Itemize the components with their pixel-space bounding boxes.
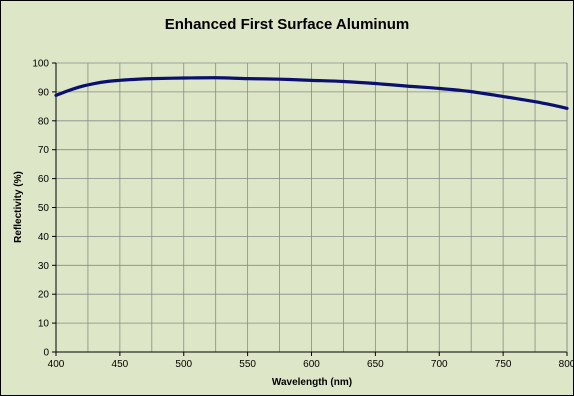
y-tick-label: 80 (38, 116, 50, 127)
grid-lines (55, 62, 568, 353)
series-layer (54, 76, 569, 110)
reflectivity-series-line (54, 76, 569, 110)
y-tick-label: 20 (38, 290, 50, 301)
x-axis-ticks: 400 450 500 550 600 650 700 750 800 (48, 352, 573, 370)
y-tick-label: 90 (38, 87, 50, 98)
x-tick-label: 800 (559, 359, 573, 370)
y-tick-label: 100 (32, 59, 49, 70)
y-tick-label: 60 (38, 174, 50, 185)
x-tick-label: 600 (303, 359, 320, 370)
y-axis-title: Reflectivity (%) (13, 171, 24, 243)
x-tick-label: 750 (495, 359, 512, 370)
y-tick-label: 30 (38, 261, 50, 272)
x-tick-label: 450 (112, 359, 129, 370)
x-tick-label: 650 (367, 359, 384, 370)
y-tick-label: 0 (43, 348, 49, 359)
y-tick-label: 40 (38, 232, 50, 243)
y-tick-label: 50 (38, 203, 50, 214)
x-tick-label: 500 (175, 359, 192, 370)
y-axis-ticks: 0 10 20 30 40 50 60 70 80 90 100 (32, 59, 56, 359)
x-axis-title: Wavelength (nm) (272, 377, 352, 388)
x-tick-label: 550 (239, 359, 256, 370)
x-tick-label: 700 (431, 359, 448, 370)
chart-title: Enhanced First Surface Aluminum (165, 16, 410, 33)
y-tick-label: 10 (38, 319, 50, 330)
y-tick-label: 70 (38, 145, 50, 156)
x-tick-label: 400 (48, 359, 65, 370)
